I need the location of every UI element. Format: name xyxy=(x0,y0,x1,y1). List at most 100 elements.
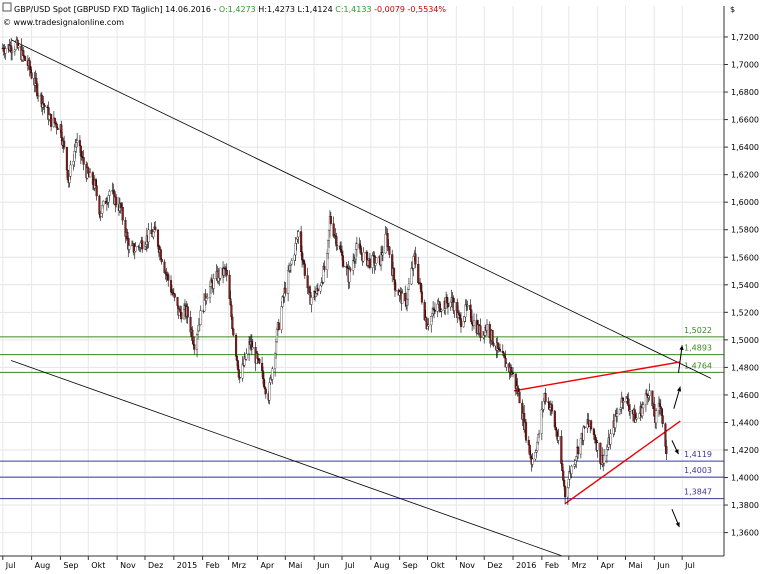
candle-body xyxy=(466,305,469,307)
candle-body xyxy=(635,417,638,420)
candle-body xyxy=(30,72,33,79)
candle-body xyxy=(225,270,228,276)
candle-body xyxy=(336,245,339,247)
level-label: 1,4119 xyxy=(684,450,712,459)
level-label: 1,3847 xyxy=(684,488,712,497)
candle-body xyxy=(264,388,267,394)
x-tick-label: Sep xyxy=(63,561,78,570)
y-tick-label: 1,5200 xyxy=(731,308,759,317)
candle-body xyxy=(50,114,53,127)
level-label: 1,5022 xyxy=(684,326,712,335)
candle-body xyxy=(577,446,580,455)
candle-body xyxy=(498,349,502,352)
x-tick-label: Sep xyxy=(403,561,418,570)
axes: 1,3600 1,3800 1,4000 1,4200 1,4400 1,4600 1,48… xyxy=(0,6,759,570)
candle-body xyxy=(108,191,111,196)
candle-body xyxy=(43,104,46,108)
candle-body xyxy=(388,246,391,255)
candle-body xyxy=(596,442,599,451)
x-tick-label: Aug xyxy=(374,561,390,570)
collapse-box-icon[interactable] xyxy=(2,2,12,12)
candle-body xyxy=(121,206,124,221)
candle-body xyxy=(154,226,157,231)
candle-body xyxy=(274,341,278,354)
candle-body xyxy=(642,404,645,409)
arrow-head xyxy=(676,386,682,392)
candle-body xyxy=(360,253,363,256)
candle-body xyxy=(128,245,131,250)
x-tick-label: Mrz xyxy=(572,561,586,570)
candle-body xyxy=(193,344,196,350)
candle-body xyxy=(238,377,241,379)
trendlines xyxy=(10,39,712,557)
candle-body xyxy=(524,422,528,441)
candle-body xyxy=(420,291,423,303)
candle-body xyxy=(323,266,326,270)
x-tick-label: Mai xyxy=(628,561,642,570)
y-tick-label: 1,4400 xyxy=(731,418,759,427)
candle-body xyxy=(599,442,602,464)
trendline-red-upper xyxy=(513,361,681,392)
candle-body xyxy=(459,318,463,327)
candle-body xyxy=(622,401,625,403)
candle-body xyxy=(648,390,651,397)
y-tick-label: 1,4600 xyxy=(731,391,759,400)
candle-body xyxy=(235,356,239,361)
candle-body xyxy=(406,289,410,300)
candle-body xyxy=(271,368,274,380)
arrow-head xyxy=(679,345,684,351)
x-tick-label: Jul xyxy=(684,561,695,570)
candle-body xyxy=(427,324,430,327)
y-tick-label: 1,4800 xyxy=(731,363,759,372)
header-close: C:1,4133 xyxy=(335,5,374,14)
x-tick-label: Okt xyxy=(431,561,445,570)
x-tick-label: Aug xyxy=(35,561,51,570)
candle-body xyxy=(472,320,476,326)
x-tick-label: Mrz xyxy=(232,561,246,570)
candle-body xyxy=(616,413,619,417)
candle-body xyxy=(306,275,309,289)
candle-body xyxy=(205,298,208,301)
candle-body xyxy=(186,306,189,318)
candle-body xyxy=(491,330,494,344)
candle-body xyxy=(433,310,437,312)
candle-body xyxy=(518,391,521,404)
x-tick-label: Apr xyxy=(601,561,616,570)
y-tick-label: 1,6000 xyxy=(731,198,759,207)
candle-body xyxy=(393,268,396,281)
candle-body xyxy=(564,486,567,498)
trendline-red-lower xyxy=(564,420,681,505)
candle-body xyxy=(56,127,59,130)
watermark: © www.tradesignalonline.com xyxy=(3,18,124,27)
x-tick-label: Dez xyxy=(487,561,502,570)
candle-body xyxy=(89,172,92,178)
candle-body xyxy=(287,270,290,294)
y-tick-label: 1,4000 xyxy=(731,474,759,483)
candle-body xyxy=(212,278,215,289)
candle-body xyxy=(76,140,79,143)
candle-body xyxy=(531,458,534,465)
candle-body xyxy=(349,268,352,271)
candle-body xyxy=(245,353,248,360)
candle-body xyxy=(485,324,489,331)
candle-body xyxy=(570,466,573,474)
x-tick-label: Nov xyxy=(120,561,136,570)
y-tick-label: 1,4200 xyxy=(731,446,759,455)
x-tick-label: Apr xyxy=(260,561,275,570)
candle-body xyxy=(609,433,612,445)
y-tick-label: 1,7000 xyxy=(731,61,759,70)
x-tick-label: Jun xyxy=(316,561,330,570)
x-tick-label: Nov xyxy=(459,561,475,570)
candle-body xyxy=(115,196,118,205)
candle-body xyxy=(407,283,410,290)
candle-body xyxy=(17,45,20,48)
candle-body xyxy=(235,334,238,357)
candle-body xyxy=(505,363,508,368)
candle-body xyxy=(232,328,235,336)
candle-body xyxy=(11,51,14,53)
candle-body xyxy=(342,265,345,268)
candle-body xyxy=(375,257,378,264)
y-tick-label: 1,5000 xyxy=(731,336,759,345)
